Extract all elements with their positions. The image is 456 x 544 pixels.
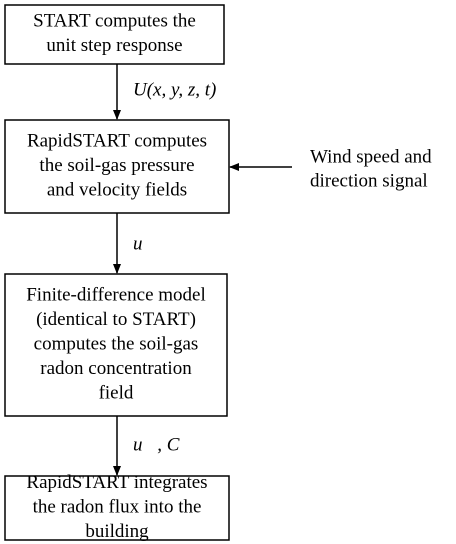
edge-label: u⃗, C: [133, 434, 180, 455]
edge-label: u⃗: [133, 233, 157, 254]
node-box: [4, 273, 228, 417]
node-text: radon concentration: [40, 358, 192, 379]
edge-label: U(x, y, z, t): [133, 79, 216, 100]
node-box: [4, 4, 225, 65]
node-text: unit step response: [46, 35, 182, 56]
node-text: RapidSTART computes: [27, 130, 207, 151]
node-text: computes the soil-gas: [34, 333, 199, 354]
node-box: [4, 475, 230, 541]
node-text: the soil-gas pressure: [39, 155, 194, 176]
node-text: RapidSTART integrates: [26, 472, 207, 493]
node-text: field: [99, 382, 134, 403]
node-text: (identical to START): [36, 309, 196, 330]
node-box: [4, 119, 230, 214]
node-text: START computes the: [33, 11, 196, 32]
input-text: direction signal: [310, 170, 428, 191]
node-text: and velocity fields: [47, 179, 187, 200]
input-text: Wind speed and: [310, 146, 432, 167]
node-text: Finite-difference model: [26, 284, 206, 305]
node-text: the radon flux into the: [33, 496, 202, 517]
node-text: building: [85, 521, 149, 542]
